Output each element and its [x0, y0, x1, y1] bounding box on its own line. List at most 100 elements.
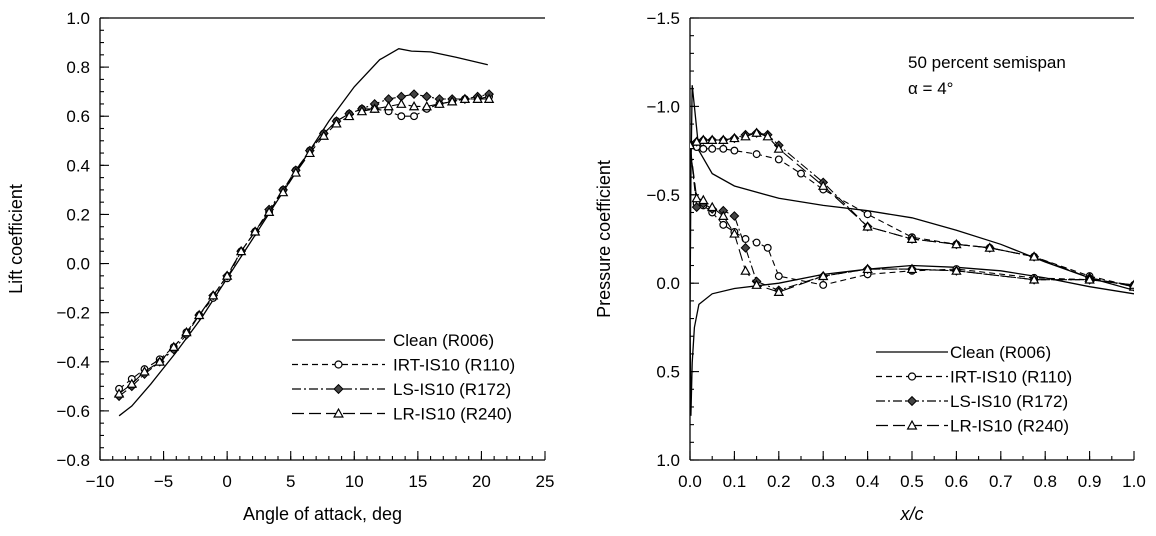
data-point [396, 98, 407, 108]
data-point [740, 242, 751, 253]
data-point [1084, 274, 1095, 284]
legend: Clean (R006) IRT-IS10 (R110) LS-IS10 (R172… [876, 343, 1072, 436]
data-point [906, 263, 918, 274]
data-point [751, 127, 762, 137]
legend-label: IRT-IS10 (R110) [393, 356, 515, 375]
data-point [762, 131, 773, 141]
data-point [221, 270, 233, 280]
data-point [691, 136, 702, 146]
data-point [193, 309, 205, 320]
y-tick-label: −0.5 [646, 186, 680, 205]
legend-marker [333, 383, 344, 395]
data-point [318, 130, 329, 140]
data-point [706, 201, 718, 212]
x-tick-label: −5 [154, 472, 173, 491]
legend-label: IRT-IS10 (R110) [950, 368, 1072, 387]
annotation-text: 50 percent semispan [908, 53, 1066, 72]
data-point [863, 210, 872, 219]
data-point [483, 93, 495, 103]
data-point [249, 226, 261, 236]
x-tick-label: 0.2 [767, 472, 791, 491]
data-point [819, 281, 828, 289]
data-point [207, 290, 219, 300]
y-tick-label: −0.4 [56, 353, 90, 372]
data-point [235, 245, 247, 256]
pressure-coefficient-chart: 0.0 0.1 0.2 0.3 0.4 0.5 0.6 0.7 0.8 0.9 1.0 −1.5 −1.… [594, 9, 1146, 524]
data-point [862, 221, 873, 231]
data-point [113, 388, 125, 398]
data-point [773, 286, 785, 296]
legend-label: Clean (R006) [950, 343, 1051, 362]
legend-marker [906, 419, 918, 430]
data-point [397, 112, 406, 121]
data-point [708, 144, 717, 153]
legend-label: LS-IS10 (R172) [950, 392, 1068, 411]
data-point [277, 186, 289, 197]
data-point [331, 118, 342, 128]
data-point [434, 98, 445, 108]
data-point [718, 134, 729, 144]
x-tick-label: 0 [222, 472, 231, 491]
data-point [126, 378, 138, 388]
lift-coefficient-chart: −10 −5 0 5 10 15 20 25 −0.8 −0.6 −0.4 −0.2 0.0 0.2 0.4… [6, 9, 554, 524]
data-point [862, 263, 873, 274]
data-point [1028, 274, 1040, 284]
data-point [774, 272, 783, 281]
y-tick-label: 0.2 [66, 205, 90, 224]
x-tick-label: 0.1 [723, 472, 747, 491]
legend-marker [906, 395, 918, 407]
y-tick-label: −0.8 [56, 451, 90, 470]
data-point [729, 132, 740, 143]
data-point [408, 100, 420, 111]
legend-label: LR-IS10 (R240) [950, 417, 1069, 436]
data-point [154, 356, 165, 366]
data-point [740, 131, 751, 141]
x-tick-label: 0.9 [1078, 472, 1102, 491]
data-point [263, 206, 275, 216]
data-point [421, 91, 432, 102]
series-2 [114, 89, 494, 402]
data-point [369, 103, 380, 113]
x-tick-label: −10 [86, 472, 115, 491]
data-point [356, 105, 368, 116]
y-tick-label: 0.8 [66, 58, 90, 77]
x-tick-label: 0.3 [811, 472, 835, 491]
x-tick-label: 0.6 [945, 472, 969, 491]
data-point [729, 211, 740, 221]
y-tick-label: −1.5 [646, 9, 680, 28]
data-point [740, 265, 751, 275]
data-point [472, 93, 483, 103]
data-point [951, 238, 962, 249]
x-tick-label: 0.4 [856, 472, 880, 491]
data-point [719, 144, 728, 153]
data-point [446, 96, 458, 106]
legend-marker [334, 360, 343, 369]
series-3 [690, 127, 1134, 296]
y-tick-label: −0.2 [56, 304, 90, 323]
x-tick-label: 5 [286, 472, 295, 491]
y-tick-label: 0.6 [66, 107, 90, 126]
data-point [730, 146, 739, 155]
data-point [752, 150, 761, 159]
data-point [951, 265, 962, 275]
data-point [698, 134, 709, 144]
series-line [690, 144, 1134, 288]
data-point [718, 210, 729, 220]
y-axis-label: Pressure coefficient [594, 160, 614, 318]
legend-marker [907, 372, 917, 381]
data-point [906, 233, 918, 243]
series-3 [113, 93, 495, 398]
data-point [751, 279, 762, 289]
data-point [1128, 279, 1134, 289]
data-point [181, 326, 192, 337]
legend-label: LS-IS10 (R172) [393, 380, 511, 399]
legend-marker [333, 407, 344, 418]
data-point [690, 139, 696, 150]
data-point [343, 110, 355, 121]
plot-area [690, 85, 1134, 416]
data-point [773, 143, 785, 153]
data-point [691, 202, 702, 213]
data-point [139, 366, 150, 376]
annotation-text: α = 4° [908, 79, 953, 98]
